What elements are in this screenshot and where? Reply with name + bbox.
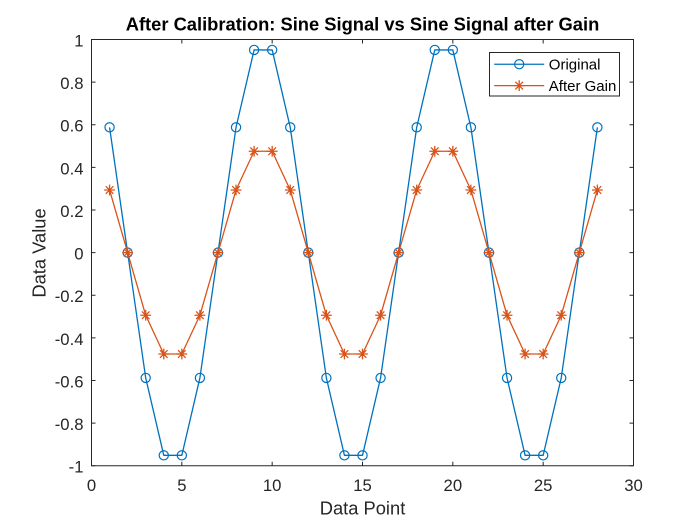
svg-text:25: 25 <box>534 476 553 495</box>
svg-text:0.6: 0.6 <box>60 117 83 136</box>
svg-text:0.2: 0.2 <box>60 202 83 221</box>
svg-text:After Gain: After Gain <box>549 78 617 95</box>
svg-text:30: 30 <box>624 476 643 495</box>
svg-text:5: 5 <box>177 476 186 495</box>
svg-text:10: 10 <box>263 476 282 495</box>
svg-text:-0.2: -0.2 <box>55 287 84 306</box>
svg-text:15: 15 <box>353 476 372 495</box>
svg-text:Data Value: Data Value <box>29 208 50 297</box>
svg-text:1: 1 <box>74 31 83 50</box>
svg-text:20: 20 <box>444 476 463 495</box>
svg-text:-0.6: -0.6 <box>55 372 84 391</box>
svg-text:After Calibration: Sine Signal: After Calibration: Sine Signal vs Sine S… <box>126 14 600 35</box>
svg-text:Original: Original <box>549 57 601 74</box>
svg-text:-1: -1 <box>69 458 84 477</box>
svg-text:-0.8: -0.8 <box>55 415 84 434</box>
svg-text:0.4: 0.4 <box>60 159 83 178</box>
svg-text:-0.4: -0.4 <box>55 330 84 349</box>
svg-text:0: 0 <box>74 245 83 264</box>
svg-text:0.8: 0.8 <box>60 74 83 93</box>
svg-text:Data Point: Data Point <box>320 498 406 519</box>
svg-text:0: 0 <box>87 476 96 495</box>
